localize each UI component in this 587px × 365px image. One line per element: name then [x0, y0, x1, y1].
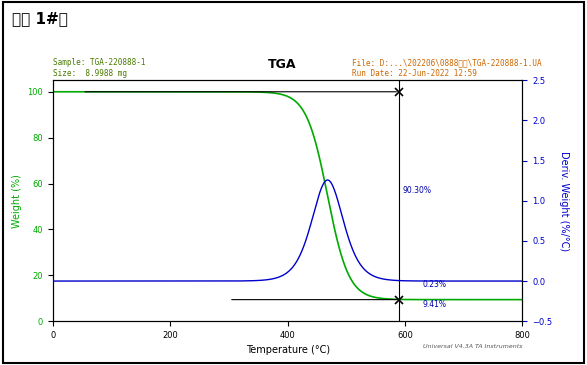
- Text: TGA: TGA: [268, 58, 296, 72]
- Text: 9.41%: 9.41%: [423, 300, 447, 309]
- Text: File: D:...\202206\0888安普\TGA-220888-1.UA
Run Date: 22-Jun-2022 12:59: File: D:...\202206\0888安普\TGA-220888-1.U…: [352, 58, 542, 78]
- Text: 样品 1#：: 样品 1#：: [12, 11, 68, 26]
- Y-axis label: Weight (%): Weight (%): [12, 174, 22, 228]
- Text: Universal V4.3A TA Instruments: Universal V4.3A TA Instruments: [423, 343, 522, 349]
- X-axis label: Temperature (°C): Temperature (°C): [245, 346, 330, 356]
- Y-axis label: Deriv. Weight (%/°C): Deriv. Weight (%/°C): [559, 151, 569, 251]
- Text: Sample: TGA-220888-1
Size:  8.9988 mg: Sample: TGA-220888-1 Size: 8.9988 mg: [53, 58, 146, 78]
- Text: 0.23%: 0.23%: [423, 280, 447, 289]
- Text: 90.30%: 90.30%: [402, 186, 431, 195]
